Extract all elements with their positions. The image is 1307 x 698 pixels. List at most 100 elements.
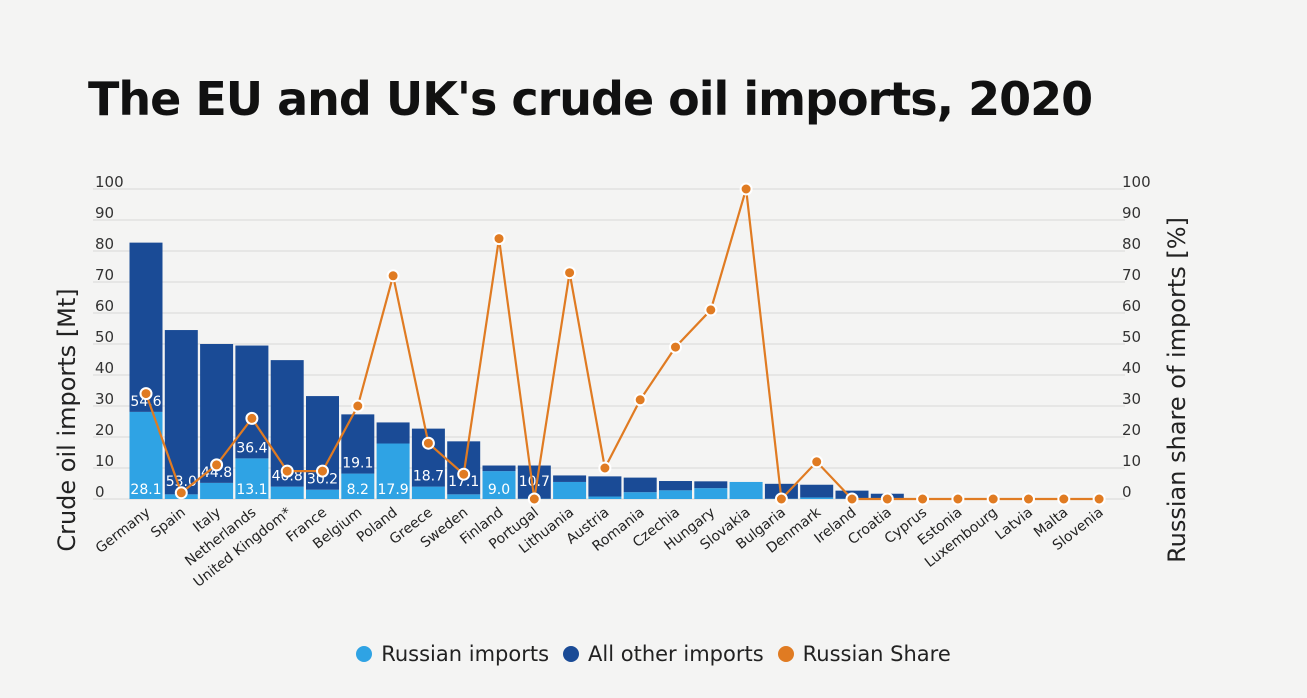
share-point — [457, 467, 471, 481]
y2-axis-label: Russian share of imports [%] — [1163, 217, 1191, 563]
bar-russian — [447, 494, 481, 499]
share-point — [527, 492, 541, 506]
bar-russian — [623, 492, 657, 499]
legend-label-russian: Russian imports — [381, 642, 550, 666]
legend-item-other[interactable]: All other imports — [563, 642, 764, 666]
bar-label-other: 44.8 — [201, 465, 232, 481]
bar-russian — [553, 481, 587, 499]
share-point — [386, 269, 400, 283]
bar-russian — [376, 443, 410, 499]
bar-other — [659, 481, 692, 491]
share-point — [139, 387, 153, 401]
bar-other — [164, 330, 198, 495]
y2-tick-label: 60 — [1122, 297, 1141, 315]
right-axis-ticks: 0 10 20 30 40 50 60 70 80 90 100 — [1122, 173, 1151, 501]
share-point — [916, 492, 930, 506]
bar-russian — [800, 497, 834, 499]
share-point — [245, 411, 259, 425]
share-point — [1057, 492, 1071, 506]
bar-russian — [200, 482, 234, 499]
y2-tick-label: 30 — [1122, 390, 1141, 408]
legend-label-other: All other imports — [588, 642, 764, 666]
x-tick-label: Germany — [93, 505, 154, 557]
legend-swatch-russian — [356, 646, 373, 662]
share-point — [704, 303, 718, 317]
bar-other — [623, 477, 657, 493]
bar-label-other: 19.1 — [342, 456, 373, 472]
share-point — [421, 436, 435, 450]
y2-tick-label: 90 — [1122, 204, 1141, 222]
share-point — [174, 486, 188, 500]
bar-label-other: 54.6 — [130, 394, 161, 410]
y2-tick-label: 20 — [1122, 421, 1141, 439]
y2-tick-label: 10 — [1122, 452, 1141, 470]
chart-title: The EU and UK's crude oil imports, 2020 — [88, 72, 1093, 126]
bar-label-other: 10.7 — [519, 474, 550, 490]
y2-tick-label: 70 — [1122, 266, 1141, 284]
share-point — [316, 464, 329, 478]
bar-label-other: 30.2 — [307, 472, 338, 488]
y-tick-label: 60 — [95, 297, 114, 315]
share-point — [280, 464, 294, 478]
y2-tick-label: 0 — [1122, 483, 1132, 501]
share-point — [492, 232, 506, 246]
bar-label-russian: 8.2 — [347, 482, 369, 498]
left-axis-ticks: 0 10 20 30 40 50 60 70 80 90 100 — [95, 173, 124, 501]
legend-item-share[interactable]: Russian Share — [777, 642, 951, 666]
bar-russian — [341, 473, 375, 499]
share-point — [633, 393, 647, 407]
share-point — [563, 266, 577, 280]
bar-russian — [270, 486, 304, 499]
share-point — [880, 492, 894, 506]
bar-russian — [306, 489, 339, 499]
legend-swatch-share — [777, 646, 794, 662]
y-tick-label: 30 — [95, 390, 114, 408]
share-point — [951, 492, 965, 506]
y-axis-label: Crude oil imports [Mt] — [53, 288, 81, 551]
bar-russian — [659, 490, 692, 499]
share-point — [598, 461, 612, 475]
y-tick-label: 70 — [95, 266, 114, 284]
y-tick-label: 90 — [95, 204, 114, 222]
share-point — [810, 455, 824, 469]
bar-label-other: 36.4 — [236, 440, 267, 456]
bar-russian — [235, 458, 269, 499]
bar-russian — [482, 471, 516, 499]
bar-other — [800, 484, 834, 498]
bar-label-russian: 17.9 — [378, 482, 409, 498]
y-tick-label: 40 — [95, 359, 114, 377]
share-point — [845, 492, 859, 506]
legend-item-russian[interactable]: Russian imports — [356, 642, 549, 666]
x-tick-label: Spain — [148, 505, 189, 542]
share-point — [351, 399, 365, 413]
bar-other — [235, 345, 269, 459]
bar-other — [588, 476, 622, 497]
y2-tick-label: 40 — [1122, 359, 1141, 377]
y2-tick-label: 80 — [1122, 235, 1141, 253]
y-tick-label: 80 — [95, 235, 114, 253]
y-tick-label: 20 — [95, 421, 114, 439]
share-line — [139, 182, 1106, 506]
y2-tick-label: 100 — [1122, 173, 1151, 191]
y-tick-label: 100 — [95, 173, 124, 191]
legend: Russian imports All other imports Russia… — [0, 642, 1307, 666]
bar-russian — [694, 488, 728, 499]
share-polyline — [144, 188, 1100, 502]
y-tick-label: 10 — [95, 452, 114, 470]
share-point — [210, 458, 224, 472]
share-point — [774, 492, 788, 506]
share-point — [1022, 492, 1035, 506]
bar-other — [694, 481, 728, 489]
bar-other — [482, 465, 516, 472]
share-point — [739, 182, 753, 196]
bar-other — [129, 242, 163, 412]
y2-tick-label: 50 — [1122, 328, 1141, 346]
bar-label-russian: 9.0 — [488, 482, 510, 498]
bar-other — [553, 475, 587, 482]
y-tick-label: 50 — [95, 328, 114, 346]
legend-swatch-other — [563, 646, 580, 662]
legend-label-share: Russian Share — [802, 642, 951, 666]
bar-label-russian: 13.1 — [236, 482, 267, 498]
bar-russian — [588, 496, 622, 499]
